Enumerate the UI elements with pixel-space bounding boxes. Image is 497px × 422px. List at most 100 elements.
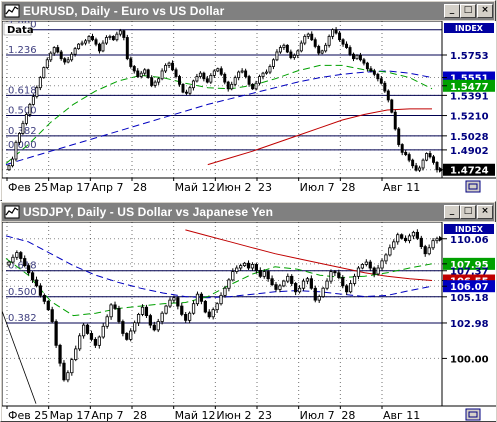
candlestick bbox=[390, 98, 394, 114]
candlestick bbox=[380, 258, 384, 271]
candle-body bbox=[320, 50, 324, 54]
candle-body bbox=[125, 37, 129, 60]
maximize-button[interactable]: □ bbox=[460, 205, 476, 219]
candlestick bbox=[164, 63, 168, 73]
candle-body bbox=[167, 62, 171, 66]
candlestick bbox=[415, 229, 419, 241]
candlestick bbox=[31, 93, 35, 106]
price-label: 1.4724 bbox=[450, 166, 489, 177]
candle-body bbox=[240, 70, 244, 73]
candle-body bbox=[11, 158, 14, 167]
time-tick-label: 28 bbox=[341, 181, 355, 194]
price-label-box bbox=[443, 79, 495, 92]
chart-window-icon bbox=[4, 205, 20, 219]
candlestick bbox=[431, 238, 435, 250]
candle-body bbox=[70, 53, 74, 61]
candlestick bbox=[360, 263, 365, 270]
candlestick bbox=[81, 323, 86, 339]
index-badge-label: INDEX bbox=[455, 24, 484, 33]
candlestick bbox=[246, 260, 251, 270]
candlestick bbox=[63, 57, 67, 65]
candlestick bbox=[262, 269, 266, 279]
maximize-button[interactable]: □ bbox=[460, 4, 476, 18]
candle-body bbox=[278, 285, 282, 290]
candle-body bbox=[19, 252, 23, 259]
candle-body bbox=[212, 70, 216, 76]
candlestick bbox=[345, 41, 349, 49]
candle-body bbox=[101, 42, 105, 52]
candlestick bbox=[223, 285, 227, 298]
candle-body bbox=[411, 231, 416, 237]
candle-body bbox=[266, 271, 270, 280]
close-button[interactable]: × bbox=[477, 4, 493, 18]
candle-body bbox=[392, 241, 396, 249]
scroll-end-button[interactable] bbox=[465, 408, 481, 421]
candle-body bbox=[66, 372, 70, 381]
candlestick bbox=[338, 30, 342, 42]
candle-body bbox=[376, 73, 380, 80]
minimize-button[interactable]: _ bbox=[444, 205, 460, 219]
candle-body bbox=[203, 300, 207, 313]
minimize-button[interactable]: _ bbox=[444, 4, 460, 18]
candle-body bbox=[278, 47, 282, 53]
candlestick bbox=[341, 38, 345, 47]
candle-body bbox=[156, 321, 160, 331]
candle-body bbox=[290, 275, 294, 284]
usdjpy-title-bar[interactable]: USDJPY, Daily - US Dollar vs Japanese Ye… bbox=[2, 203, 494, 221]
candlestick bbox=[309, 275, 313, 290]
eurusd-window-title: EURUSD, Daily - Euro vs US Dollar bbox=[23, 4, 225, 18]
data-label-box bbox=[3, 22, 32, 36]
candlestick bbox=[50, 306, 54, 324]
candle-body bbox=[329, 271, 333, 282]
candle-body bbox=[282, 44, 286, 48]
candle-body bbox=[365, 62, 369, 70]
candle-body bbox=[334, 29, 338, 34]
candle-body bbox=[338, 32, 342, 41]
candle-body bbox=[379, 78, 383, 84]
eurusd-chart-window[interactable]: EURUSD, Daily - Euro vs US Dollar _ □ × … bbox=[0, 0, 496, 201]
candle-body bbox=[49, 52, 53, 61]
candle-body bbox=[66, 59, 70, 63]
candle-body bbox=[419, 237, 423, 248]
candle-body bbox=[431, 240, 435, 249]
price-label: 1.5551 bbox=[450, 74, 489, 85]
candlestick bbox=[109, 303, 113, 320]
candlestick bbox=[62, 360, 66, 382]
fib-level-label: 0.618 bbox=[8, 261, 37, 272]
time-tick-label: Мар 17 bbox=[50, 409, 91, 421]
candlestick bbox=[104, 35, 108, 45]
candlestick bbox=[239, 263, 243, 271]
eurusd-title-bar[interactable]: EURUSD, Daily - Euro vs US Dollar _ □ × bbox=[2, 2, 494, 20]
price-label: 110.06 bbox=[450, 235, 489, 246]
usdjpy-chart-window[interactable]: USDJPY, Daily - US Dollar vs Japanese Ye… bbox=[0, 201, 496, 422]
candlestick bbox=[172, 295, 176, 303]
candlestick bbox=[216, 67, 220, 73]
price-label: 1.5753 bbox=[450, 51, 489, 62]
candle-body bbox=[31, 96, 35, 105]
candle-body bbox=[393, 111, 397, 130]
candlestick bbox=[80, 40, 84, 46]
candle-body bbox=[423, 246, 427, 255]
scroll-end-button[interactable] bbox=[465, 180, 481, 193]
candlestick bbox=[184, 312, 188, 323]
candlestick bbox=[108, 34, 112, 40]
candle-body bbox=[327, 35, 331, 46]
candle-body bbox=[17, 132, 21, 143]
eurusd-chart[interactable]: 1.0001.2360.6180.5000.3820.000INDEX1.575… bbox=[2, 21, 496, 201]
candlestick bbox=[66, 370, 70, 383]
candle-body bbox=[84, 40, 88, 44]
candle-body bbox=[407, 235, 412, 242]
candlestick bbox=[317, 294, 321, 303]
index-badge bbox=[444, 224, 494, 234]
candle-body bbox=[160, 312, 164, 322]
candlestick bbox=[101, 323, 105, 339]
candle-body bbox=[59, 51, 63, 60]
candlestick bbox=[258, 267, 262, 279]
candle-body bbox=[180, 305, 184, 315]
candle-body bbox=[172, 297, 176, 301]
candle-body bbox=[219, 68, 223, 75]
time-axis bbox=[2, 178, 496, 201]
close-button[interactable]: × bbox=[477, 205, 493, 219]
candlestick bbox=[286, 273, 290, 284]
